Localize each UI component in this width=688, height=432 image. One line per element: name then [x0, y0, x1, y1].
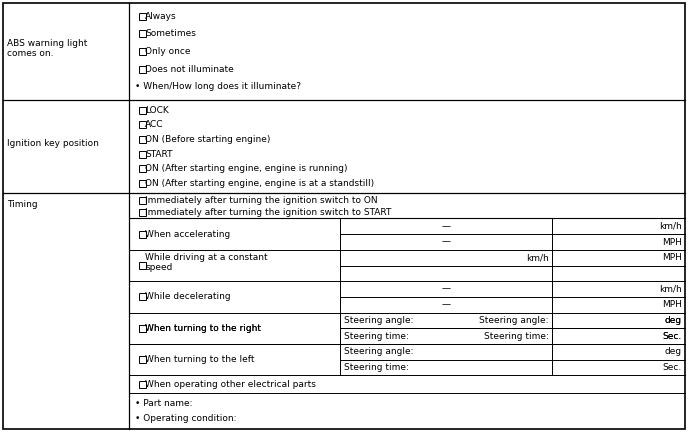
- Text: deg: deg: [665, 347, 682, 356]
- Text: Timing: Timing: [7, 200, 38, 210]
- Bar: [139, 209, 146, 216]
- Text: • When/How long does it illuminate?: • When/How long does it illuminate?: [135, 83, 301, 92]
- Bar: [139, 197, 146, 203]
- Text: Steering time:: Steering time:: [484, 332, 548, 340]
- Text: MPH: MPH: [662, 238, 682, 247]
- Bar: [139, 356, 146, 363]
- Text: —: —: [442, 222, 451, 231]
- Text: Sec.: Sec.: [663, 363, 682, 372]
- Bar: [139, 66, 146, 73]
- Text: When operating other electrical parts: When operating other electrical parts: [145, 380, 316, 388]
- Text: Sometimes: Sometimes: [145, 29, 196, 38]
- Text: Steering angle:: Steering angle:: [479, 316, 548, 325]
- Bar: [139, 381, 146, 388]
- Bar: [139, 180, 146, 187]
- Text: When turning to the right: When turning to the right: [145, 324, 261, 333]
- Bar: [139, 107, 146, 114]
- Text: Immediately after turning the ignition switch to START: Immediately after turning the ignition s…: [145, 208, 391, 217]
- Bar: [139, 262, 146, 269]
- Text: —: —: [442, 238, 451, 247]
- Bar: [139, 293, 146, 300]
- Text: —: —: [442, 300, 451, 309]
- Bar: [139, 136, 146, 143]
- Text: Steering angle:: Steering angle:: [345, 347, 414, 356]
- Bar: [139, 30, 146, 38]
- Text: LOCK: LOCK: [145, 106, 169, 115]
- Text: MPH: MPH: [662, 253, 682, 262]
- Bar: [139, 325, 146, 332]
- Text: ON (After starting engine, engine is at a standstill): ON (After starting engine, engine is at …: [145, 179, 374, 188]
- Text: When turning to the left: When turning to the left: [145, 355, 255, 364]
- Text: km/h: km/h: [526, 253, 548, 262]
- Bar: [139, 151, 146, 158]
- Text: START: START: [145, 150, 173, 159]
- Text: • Part name:: • Part name:: [135, 399, 193, 407]
- Text: —: —: [442, 285, 451, 294]
- Text: ON (Before starting engine): ON (Before starting engine): [145, 135, 270, 144]
- Text: km/h: km/h: [659, 222, 682, 231]
- Bar: [139, 121, 146, 128]
- Text: When turning to the right: When turning to the right: [145, 324, 261, 333]
- Text: Always: Always: [145, 12, 177, 21]
- Text: ON (After starting engine, engine is running): ON (After starting engine, engine is run…: [145, 164, 347, 173]
- Text: When accelerating: When accelerating: [145, 230, 230, 238]
- Text: Sec.: Sec.: [663, 332, 682, 340]
- Bar: [139, 165, 146, 172]
- Text: ABS warning light
comes on.: ABS warning light comes on.: [7, 39, 87, 58]
- Bar: [139, 231, 146, 238]
- Text: Steering time:: Steering time:: [345, 332, 409, 340]
- Text: Immediately after turning the ignition switch to ON: Immediately after turning the ignition s…: [145, 196, 378, 204]
- Text: While driving at a constant
speed: While driving at a constant speed: [145, 253, 268, 272]
- Text: MPH: MPH: [662, 300, 682, 309]
- Text: While decelerating: While decelerating: [145, 292, 230, 302]
- Text: km/h: km/h: [659, 285, 682, 294]
- Text: Does not illuminate: Does not illuminate: [145, 65, 234, 74]
- Text: Steering angle:: Steering angle:: [345, 316, 414, 325]
- Text: deg: deg: [665, 316, 682, 325]
- Text: ACC: ACC: [145, 121, 164, 130]
- Text: • Operating condition:: • Operating condition:: [135, 414, 237, 423]
- Bar: [139, 48, 146, 55]
- Text: Steering time:: Steering time:: [345, 363, 409, 372]
- Text: Ignition key position: Ignition key position: [7, 139, 99, 148]
- Bar: [139, 13, 146, 20]
- Text: deg: deg: [665, 316, 682, 325]
- Text: Only once: Only once: [145, 47, 191, 56]
- Text: Sec.: Sec.: [663, 332, 682, 340]
- Bar: [139, 325, 146, 332]
